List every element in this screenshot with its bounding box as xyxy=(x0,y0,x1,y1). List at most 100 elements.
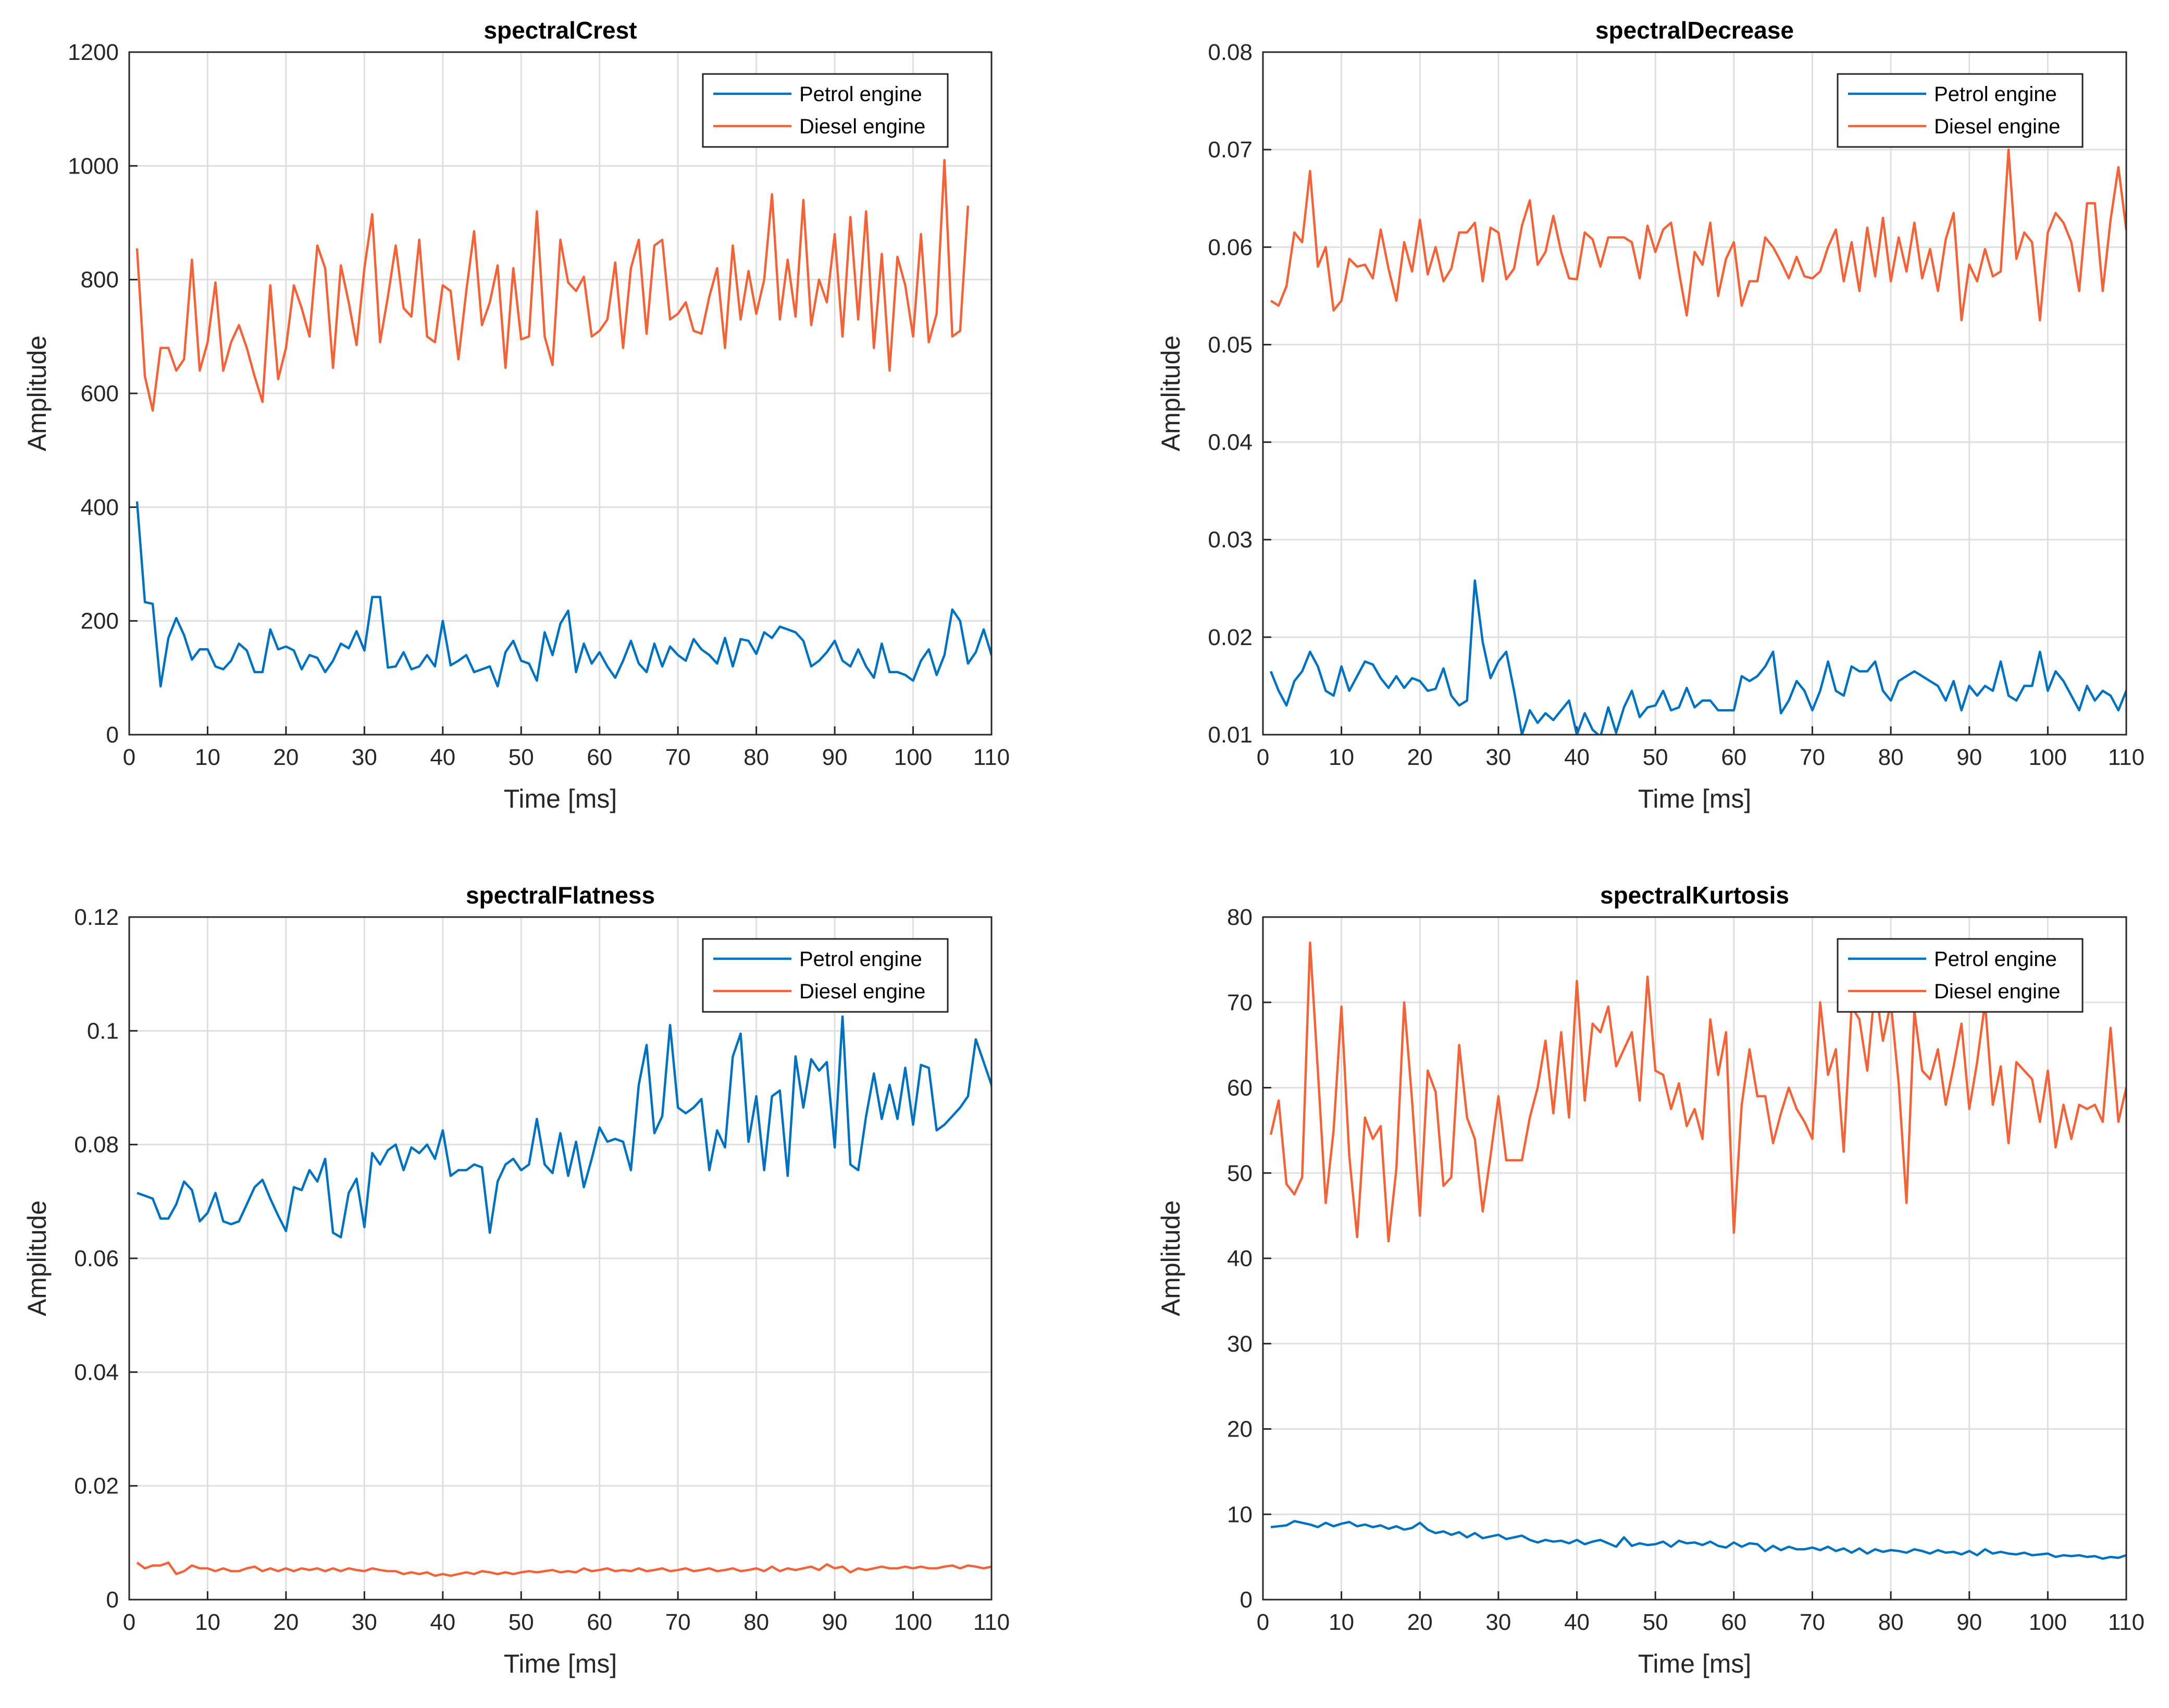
y-tick-label: 0 xyxy=(106,722,119,748)
x-tick-label: 50 xyxy=(1643,1610,1668,1635)
y-tick-label: 80 xyxy=(1227,905,1253,930)
x-tick-label: 80 xyxy=(1878,1610,1904,1635)
y-tick-label: 20 xyxy=(1227,1417,1253,1442)
x-tick-label: 60 xyxy=(1721,745,1746,770)
series-line-petrol xyxy=(135,501,991,688)
x-tick-label: 70 xyxy=(665,1610,691,1635)
y-axis-label: Amplitude xyxy=(22,336,52,451)
x-tick-label: 60 xyxy=(587,745,612,770)
axes-frame xyxy=(1262,916,2127,1601)
x-axis-label: Time [ms] xyxy=(504,784,617,813)
x-tick-label: 50 xyxy=(509,1610,534,1635)
x-tick-label: 80 xyxy=(743,1610,769,1635)
x-tick-label: 90 xyxy=(1956,745,1982,770)
x-tick-label: 110 xyxy=(973,745,1010,770)
x-tick-label: 10 xyxy=(1329,745,1354,770)
x-axis-label: Time [ms] xyxy=(1638,1649,1752,1678)
y-tick-label: 0.05 xyxy=(1208,332,1253,357)
x-tick-label: 20 xyxy=(1407,745,1433,770)
x-tick-label: 10 xyxy=(195,1610,220,1635)
chart-title: spectralKurtosis xyxy=(1600,882,1789,909)
legend-box xyxy=(1837,938,2084,1013)
series-line-diesel xyxy=(1269,941,2126,1243)
x-tick-label: 30 xyxy=(1485,745,1511,770)
y-tick-label: 0.08 xyxy=(74,1132,119,1158)
x-tick-label: 40 xyxy=(1564,1610,1590,1635)
x-tick-label: 0 xyxy=(123,1610,135,1635)
x-tick-label: 30 xyxy=(352,745,377,770)
y-tick-label: 0 xyxy=(106,1587,119,1613)
x-tick-label: 60 xyxy=(1721,1610,1746,1635)
y-tick-label: 40 xyxy=(1227,1246,1253,1271)
series-line-petrol xyxy=(1270,1520,2126,1560)
y-tick-label: 1200 xyxy=(68,40,119,65)
plot-area xyxy=(1263,52,2126,735)
subplot-spectral-flatness: spectralFlatness Time [ms] Amplitude 0 10… xyxy=(22,882,1010,1678)
subplot-spectral-crest: spectralCrest Time [ms] Amplitude 0 10 20 3… xyxy=(22,17,1010,813)
y-tick-label: 200 xyxy=(81,609,119,634)
series-line-diesel xyxy=(136,1561,991,1577)
x-tick-label: 50 xyxy=(509,745,534,770)
legend-label: Petrol engine xyxy=(1934,948,2057,971)
x-tick-label: 110 xyxy=(2108,1610,2145,1635)
axes-frame xyxy=(128,916,993,1601)
y-tick-label: 30 xyxy=(1227,1331,1253,1357)
legend-label: Diesel engine xyxy=(799,115,925,138)
x-tick-label: 20 xyxy=(1407,1610,1433,1635)
x-tick-label: 60 xyxy=(587,1610,612,1635)
legend-label: Petrol engine xyxy=(1934,83,2057,106)
y-tick-label: 0.1 xyxy=(87,1018,119,1044)
legend-label: Petrol engine xyxy=(799,83,922,106)
series-line-petrol xyxy=(137,1015,991,1239)
chart-title: spectralDecrease xyxy=(1595,17,1794,44)
y-tick-label: 0.01 xyxy=(1208,722,1253,748)
legend-label: Diesel engine xyxy=(1934,980,2060,1003)
x-tick-label: 0 xyxy=(1257,1610,1269,1635)
y-tick-label: 0.08 xyxy=(1208,40,1253,65)
x-tick-label: 20 xyxy=(273,745,299,770)
x-tick-label: 100 xyxy=(2029,1610,2067,1635)
axes-frame xyxy=(128,51,993,736)
x-tick-label: 100 xyxy=(894,745,932,770)
x-tick-label: 80 xyxy=(1878,745,1904,770)
x-tick-label: 30 xyxy=(1485,1610,1511,1635)
y-axis-label: Amplitude xyxy=(1156,1200,1185,1316)
y-tick-label: 400 xyxy=(81,494,119,520)
y-tick-label: 0.06 xyxy=(1208,234,1253,260)
legend-label: Diesel engine xyxy=(1934,115,2060,138)
y-tick-label: 800 xyxy=(81,267,119,293)
y-tick-label: 0.03 xyxy=(1208,527,1253,553)
legend-label: Petrol engine xyxy=(799,948,922,971)
legend-box xyxy=(702,938,949,1013)
x-tick-label: 70 xyxy=(1800,745,1825,770)
x-tick-label: 70 xyxy=(665,745,691,770)
legend-label: Diesel engine xyxy=(799,980,925,1003)
x-tick-label: 100 xyxy=(894,1610,932,1635)
x-tick-label: 70 xyxy=(1800,1610,1825,1635)
x-tick-label: 80 xyxy=(743,745,769,770)
legend-box xyxy=(702,73,949,148)
subplot-spectral-decrease: spectralDecrease Time [ms] Amplitude 0 10… xyxy=(1156,17,2145,813)
subplot-spectral-kurtosis: spectralKurtosis Time [ms] Amplitude 0 10… xyxy=(1156,882,2145,1678)
series-line-diesel xyxy=(135,159,970,412)
x-tick-label: 110 xyxy=(2108,745,2145,770)
y-tick-label: 0.06 xyxy=(74,1246,119,1271)
x-tick-label: 100 xyxy=(2029,745,2067,770)
axes-frame xyxy=(1262,51,2127,736)
y-tick-label: 0 xyxy=(1240,1587,1253,1613)
x-tick-label: 40 xyxy=(1564,745,1590,770)
x-tick-label: 0 xyxy=(123,745,135,770)
y-tick-label: 600 xyxy=(81,381,119,406)
x-tick-label: 90 xyxy=(822,1610,848,1635)
y-tick-label: 0.07 xyxy=(1208,137,1253,163)
y-tick-label: 50 xyxy=(1227,1160,1253,1186)
y-axis-label: Amplitude xyxy=(22,1200,52,1316)
x-tick-label: 10 xyxy=(195,745,220,770)
x-tick-label: 10 xyxy=(1329,1610,1354,1635)
y-tick-label: 0.04 xyxy=(74,1359,119,1385)
legend-box xyxy=(1837,73,2084,148)
x-tick-label: 90 xyxy=(1956,1610,1982,1635)
x-axis-label: Time [ms] xyxy=(504,1649,617,1678)
y-tick-label: 0.12 xyxy=(74,905,119,930)
x-tick-label: 40 xyxy=(430,1610,455,1635)
